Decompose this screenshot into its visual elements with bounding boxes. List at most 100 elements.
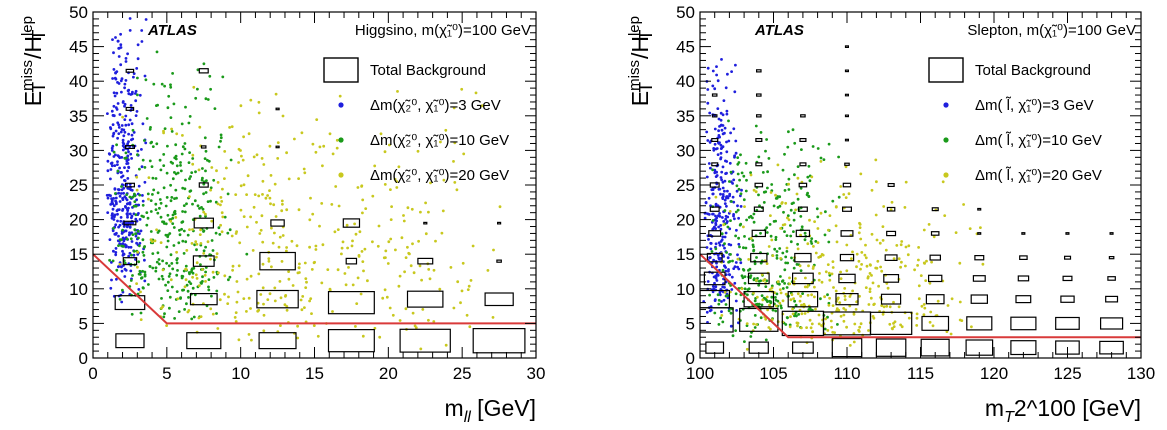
point-series-3: [311, 212, 315, 216]
point-series-1: [124, 57, 128, 60]
point-series-3: [767, 245, 771, 248]
point-series-2: [724, 294, 728, 298]
point-series-3: [363, 247, 367, 251]
point-series-2: [751, 239, 755, 242]
point-series-1: [715, 73, 718, 77]
background-box: [711, 162, 719, 167]
point-series-3: [331, 310, 334, 313]
point-series-3: [273, 299, 277, 303]
point-series-3: [396, 90, 399, 93]
legend-label: Δm(χ̃₂⁰, χ̃₁⁰)=20 GeV: [370, 167, 509, 184]
x-tick-label: 115: [907, 364, 934, 383]
point-series-3: [870, 232, 874, 236]
background-box: [256, 289, 299, 309]
point-series-2: [186, 289, 190, 293]
point-series-3: [787, 182, 790, 186]
point-series-3: [880, 269, 884, 273]
point-series-2: [729, 170, 733, 174]
point-series-2: [826, 315, 829, 319]
point-series-2: [169, 183, 173, 187]
point-series-1: [725, 160, 729, 163]
point-series-3: [906, 253, 910, 257]
point-series-1: [720, 128, 724, 132]
background-box: [700, 289, 730, 309]
point-series-1: [138, 218, 142, 221]
point-series-3: [278, 280, 282, 283]
point-series-1: [122, 225, 126, 228]
point-series-3: [237, 338, 241, 342]
point-series-3: [834, 205, 838, 209]
point-series-3: [858, 325, 862, 329]
point-series-3: [318, 145, 322, 149]
point-series-2: [204, 270, 208, 274]
point-series-3: [190, 242, 194, 245]
point-series-3: [899, 243, 903, 247]
point-series-1: [114, 233, 118, 236]
point-series-3: [788, 325, 792, 329]
point-series-2: [143, 274, 147, 278]
point-series-3: [813, 295, 816, 299]
point-series-3: [274, 215, 278, 218]
point-series-3: [273, 286, 277, 290]
point-series-2: [188, 190, 192, 193]
point-series-3: [421, 308, 425, 311]
point-series-3: [722, 223, 726, 227]
point-series-1: [720, 238, 724, 242]
background-box: [883, 274, 900, 283]
point-series-1: [705, 310, 709, 314]
background-box: [844, 138, 850, 142]
point-series-1: [127, 140, 130, 144]
point-series-2: [148, 265, 152, 268]
point-series-1: [717, 225, 720, 229]
point-series-3: [195, 261, 199, 265]
point-series-2: [785, 250, 789, 253]
point-series-3: [259, 293, 263, 296]
point-series-1: [111, 207, 115, 211]
point-series-1: [732, 200, 736, 204]
point-series-1: [728, 273, 732, 277]
point-series-2: [765, 226, 769, 230]
point-series-1: [129, 221, 132, 225]
point-series-3: [199, 228, 203, 232]
background-box: [755, 69, 762, 73]
point-series-2: [797, 313, 800, 316]
point-series-1: [118, 113, 122, 116]
point-series-2: [226, 231, 230, 235]
point-series-3: [170, 127, 174, 131]
point-series-3: [792, 297, 795, 300]
point-series-1: [121, 236, 125, 240]
point-series-1: [117, 208, 121, 212]
point-series-2: [796, 242, 799, 246]
point-series-3: [917, 246, 920, 249]
point-series-3: [266, 194, 269, 197]
point-series-3: [215, 169, 218, 173]
point-series-2: [793, 173, 796, 177]
point-series-3: [823, 295, 826, 299]
point-series-2: [209, 186, 213, 190]
point-series-2: [823, 233, 827, 237]
point-series-1: [134, 92, 137, 95]
point-series-3: [806, 242, 810, 246]
point-series-3: [237, 161, 241, 164]
point-series-3: [831, 304, 835, 307]
point-series-3: [237, 147, 241, 151]
point-series-3: [755, 295, 759, 299]
point-series-2: [142, 254, 146, 257]
point-series-1: [106, 169, 110, 173]
point-series-2: [827, 301, 831, 305]
point-series-2: [796, 165, 800, 169]
point-series-1: [130, 240, 134, 243]
point-series-3: [236, 290, 240, 294]
background-box: [1015, 295, 1032, 304]
point-series-2: [786, 261, 790, 265]
point-series-3: [859, 237, 863, 241]
point-series-1: [737, 242, 741, 246]
point-series-1: [128, 251, 132, 255]
point-series-3: [970, 325, 973, 329]
point-series-1: [114, 71, 117, 75]
point-series-3: [237, 264, 241, 268]
point-series-3: [839, 277, 843, 280]
background-box: [705, 341, 725, 354]
point-series-3: [839, 314, 843, 318]
legend-marker-3: [943, 172, 949, 178]
